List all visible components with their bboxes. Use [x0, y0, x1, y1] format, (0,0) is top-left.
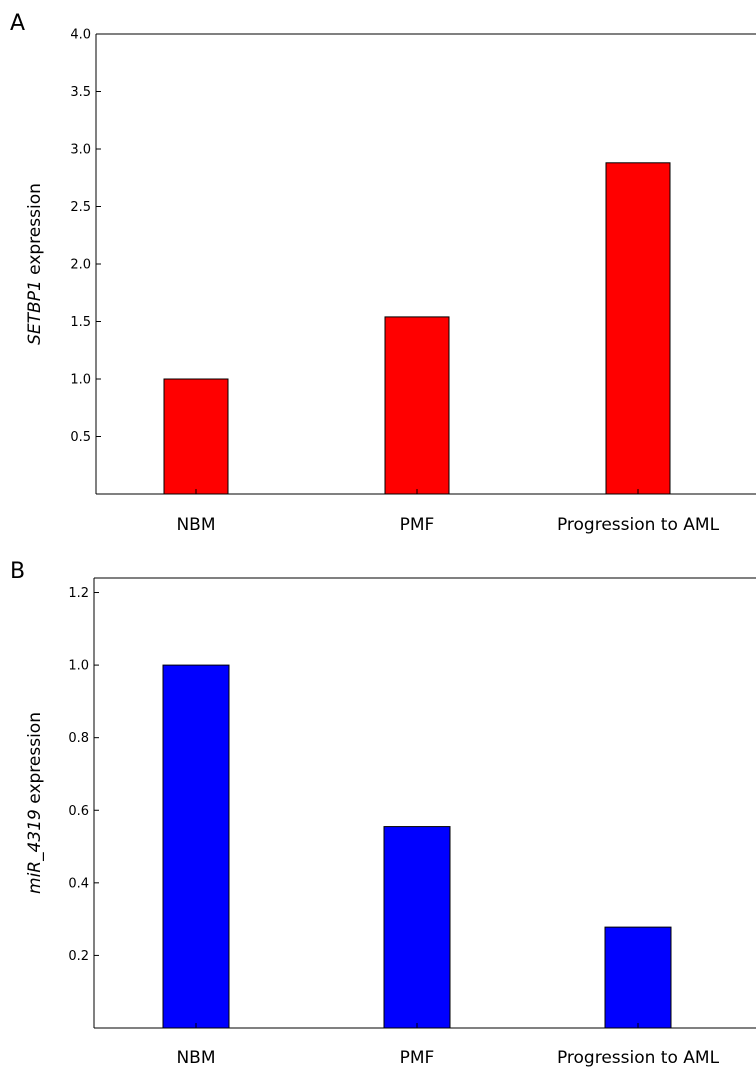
- bar-pmf: [384, 316, 450, 495]
- x-category-label: Progression to AML: [557, 1048, 720, 1068]
- y-tick-label: 1.0: [68, 659, 89, 674]
- x-category-label: NBM: [176, 515, 215, 535]
- y-axis-label-gene: SETBP1: [25, 280, 45, 345]
- y-tick-label: 3.0: [70, 143, 91, 158]
- panel-letter: A: [10, 11, 25, 36]
- panel-letter: B: [10, 559, 25, 584]
- chart-setbp1-expression: A 0.5 1.0 1.5 2.0 2.5 3.0 3.5 4.0 NBM PMF Progressi…: [10, 11, 756, 535]
- y-tick-label: 2.5: [70, 200, 91, 215]
- y-tick-label: 1.2: [68, 586, 89, 601]
- y-tick-label: 0.8: [68, 731, 89, 746]
- y-tick-label: 0.5: [70, 430, 91, 445]
- y-axis-label: miR_4319 expression: [25, 712, 45, 894]
- y-axis-label: SETBP1 expression: [25, 183, 45, 345]
- y-tick-label: 3.5: [70, 85, 91, 100]
- bar-nbm: [162, 664, 230, 1029]
- x-category-label: PMF: [400, 515, 435, 535]
- x-category-label: Progression to AML: [557, 515, 720, 535]
- y-tick-label: 4.0: [70, 28, 91, 43]
- y-tick-label: 1.0: [70, 373, 91, 388]
- chart-mir4319-expression: B 0.2 0.4 0.6 0.8 1.0 1.2 NBM PMF Progression to …: [10, 559, 756, 1068]
- y-tick-label: 0.2: [68, 949, 89, 964]
- bar-pmf: [383, 826, 451, 1029]
- y-tick-label: 0.4: [68, 876, 89, 891]
- y-axis-label-gene: miR_4319: [25, 809, 45, 894]
- bar-progression-to-aml: [605, 162, 671, 495]
- x-category-label: PMF: [400, 1048, 435, 1068]
- bar-nbm: [163, 378, 229, 495]
- x-category-label: NBM: [176, 1048, 215, 1068]
- bar-progression-to-aml: [604, 926, 672, 1029]
- y-tick-label: 2.0: [70, 258, 91, 273]
- y-tick-label: 1.5: [70, 315, 91, 330]
- y-tick-label: 0.6: [68, 804, 89, 819]
- y-axis-label-text: expression: [25, 712, 45, 809]
- y-axis-label-text: expression: [25, 183, 45, 280]
